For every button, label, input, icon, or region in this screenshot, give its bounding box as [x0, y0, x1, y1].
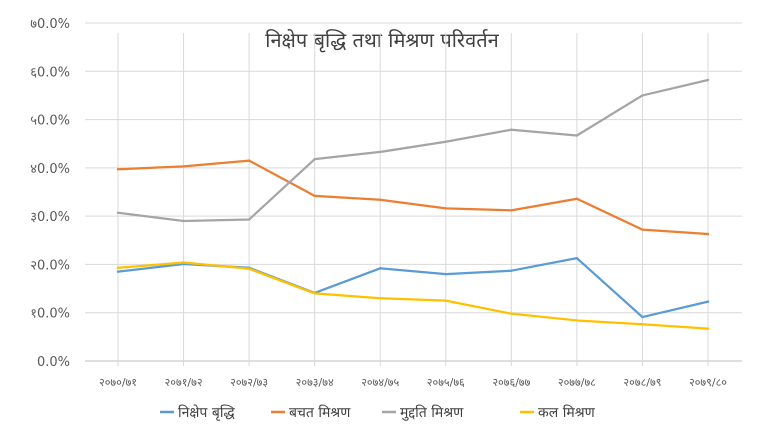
series-0	[116, 256, 710, 319]
x-tick-label: २०७९/८०	[689, 376, 727, 389]
y-tick-label: 0.0%	[37, 355, 70, 370]
chart-title: निक्षेप बृद्धि तथा मिश्रण परिवर्तन	[265, 28, 499, 53]
legend: निक्षेप बृद्धि बचत मिश्रण मुद्दति मिश्रण कल…	[160, 404, 596, 421]
data-point	[510, 312, 513, 315]
x-tick-label: २०७७/७८	[558, 376, 596, 389]
data-point	[510, 209, 513, 212]
y-axis: 0.0% १0.0% २0.0% ३0.0% ४0.0% ५0.0% ६0.0% ७0.0%	[30, 17, 70, 370]
legend-label: निक्षेप बृद्धि	[178, 404, 235, 421]
series-line	[116, 78, 710, 223]
legend-item: निक्षेप बृद्धि	[160, 404, 235, 421]
data-point	[379, 198, 382, 201]
series-line	[116, 257, 710, 319]
data-point	[706, 232, 710, 236]
data-point	[641, 323, 644, 326]
data-point	[313, 157, 316, 161]
y-tick-label: ३0.0%	[30, 210, 70, 225]
data-point	[182, 219, 185, 223]
grid	[85, 22, 742, 366]
x-tick-label: २०७३/७४	[296, 376, 334, 389]
data-point	[641, 94, 644, 97]
legend-item: कल मिश्रण	[520, 404, 596, 421]
data-point	[575, 256, 579, 260]
x-tick-label: २०७५/७६	[427, 376, 465, 389]
x-tick-label: २०७६/७७	[492, 376, 530, 389]
series-line	[116, 159, 710, 236]
series	[116, 78, 710, 330]
data-point	[116, 211, 120, 214]
legend-label: कल मिश्रण	[538, 404, 596, 421]
legend-label: मुद्दति मिश्रण	[400, 404, 464, 421]
data-point	[706, 327, 710, 330]
data-point	[247, 267, 251, 270]
data-point	[116, 266, 120, 270]
legend-item: बचत मिश्रण	[271, 404, 351, 421]
data-point	[116, 270, 120, 273]
data-point	[182, 165, 185, 168]
data-point	[510, 128, 513, 131]
data-point	[641, 315, 644, 319]
series-3	[116, 261, 710, 330]
data-point	[182, 261, 185, 264]
x-tick-label: २०७१/७२	[165, 376, 203, 389]
legend-label: बचत मिश्रण	[289, 404, 351, 421]
data-point	[706, 300, 710, 303]
y-tick-label: २0.0%	[30, 258, 70, 273]
y-tick-label: ५0.0%	[30, 114, 70, 129]
data-point	[641, 228, 644, 231]
data-point	[444, 140, 447, 143]
data-point	[379, 150, 382, 154]
x-tick-label: २०७०/७१	[99, 376, 137, 389]
data-point	[247, 218, 251, 221]
x-axis: २०७०/७१ २०७१/७२ २०७२/७३ २०७३/७४ २०७४/७५ २०७५/…	[99, 376, 727, 389]
y-tick-label: ४0.0%	[30, 162, 70, 177]
data-point	[575, 134, 579, 137]
data-point	[444, 299, 447, 302]
data-point	[444, 272, 447, 276]
data-point	[510, 269, 513, 272]
data-point	[247, 159, 251, 162]
data-point	[379, 267, 382, 270]
x-tick-label: २०७८/७९	[623, 376, 661, 389]
data-point	[313, 292, 316, 295]
data-point	[313, 194, 316, 198]
data-point	[575, 197, 579, 200]
series-line	[116, 261, 710, 330]
data-point	[444, 207, 447, 210]
data-point	[116, 168, 120, 171]
data-point	[379, 297, 382, 300]
data-point	[706, 78, 710, 82]
x-tick-label: २०७२/७३	[230, 376, 268, 389]
x-tick-label: २०७४/७५	[361, 376, 399, 389]
y-tick-label: ७0.0%	[30, 17, 70, 32]
series-2	[116, 78, 710, 223]
legend-item: मुद्दति मिश्रण	[382, 404, 464, 421]
y-tick-label: ६0.0%	[30, 65, 70, 80]
data-point	[575, 319, 579, 322]
series-1	[116, 159, 710, 236]
y-tick-label: १0.0%	[30, 307, 70, 322]
